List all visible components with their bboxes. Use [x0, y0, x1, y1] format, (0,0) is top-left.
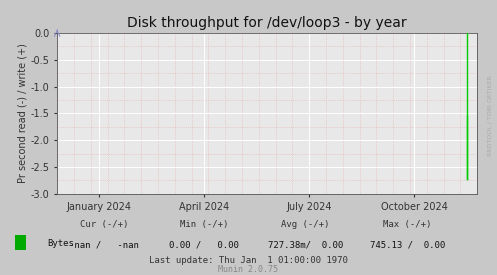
Text: Last update: Thu Jan  1 01:00:00 1970: Last update: Thu Jan 1 01:00:00 1970: [149, 256, 348, 265]
Text: Munin 2.0.75: Munin 2.0.75: [219, 265, 278, 274]
Text: Min (-/+): Min (-/+): [179, 220, 228, 229]
Text: 0.00 /   0.00: 0.00 / 0.00: [169, 241, 239, 249]
Text: Max (-/+): Max (-/+): [383, 220, 432, 229]
Text: RRDTOOL / TOBI OETIKER: RRDTOOL / TOBI OETIKER: [487, 75, 492, 156]
Text: -nan /   -nan: -nan / -nan: [70, 241, 139, 249]
Y-axis label: Pr second read (-) / write (+): Pr second read (-) / write (+): [18, 43, 28, 183]
Text: Bytes: Bytes: [47, 239, 74, 248]
Text: Avg (-/+): Avg (-/+): [281, 220, 330, 229]
Title: Disk throughput for /dev/loop3 - by year: Disk throughput for /dev/loop3 - by year: [127, 16, 407, 31]
Text: 727.38m/  0.00: 727.38m/ 0.00: [268, 241, 343, 249]
Text: Cur (-/+): Cur (-/+): [80, 220, 129, 229]
Text: 745.13 /  0.00: 745.13 / 0.00: [370, 241, 445, 249]
